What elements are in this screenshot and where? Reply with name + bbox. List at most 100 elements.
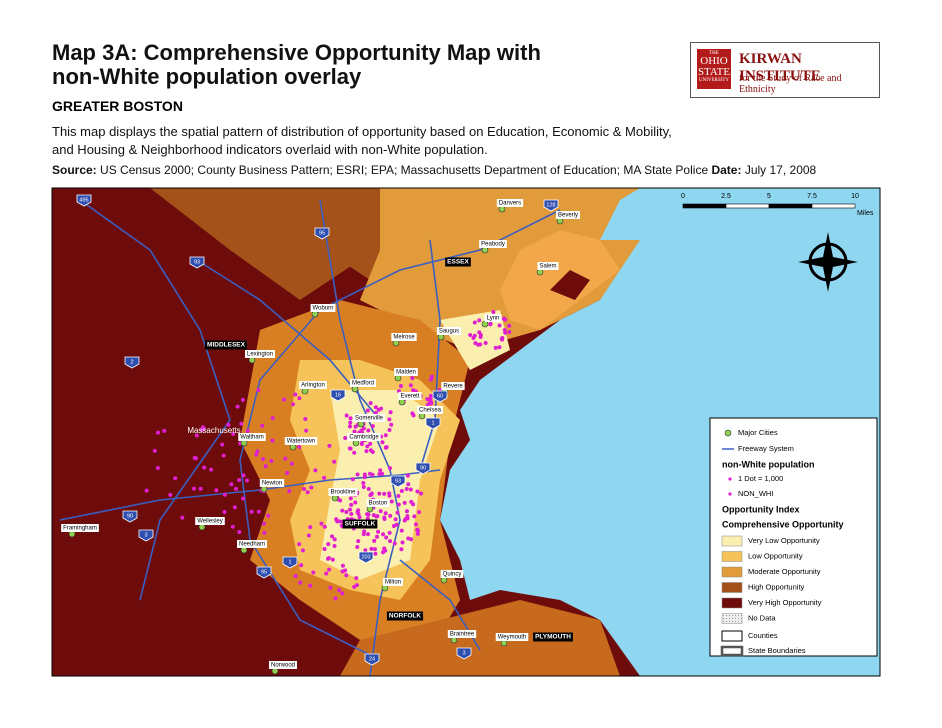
dot [399, 488, 404, 493]
dot [389, 422, 394, 427]
dot [402, 500, 407, 505]
city-label: Malden [396, 370, 416, 376]
dot [344, 573, 349, 578]
dot [304, 428, 309, 433]
city-label: Salem [539, 264, 556, 270]
dot [287, 489, 292, 494]
high [340, 600, 620, 676]
dot [220, 442, 225, 447]
label-box [537, 262, 559, 270]
legend-text: Freeway System [738, 444, 794, 453]
north-arrow [798, 232, 858, 292]
dot [285, 470, 290, 475]
dot [340, 508, 345, 513]
scale-tick: 10 [851, 193, 859, 200]
dot [471, 335, 476, 340]
route-label: 93 [395, 478, 401, 484]
dot [144, 488, 149, 493]
dot [362, 472, 367, 477]
legend-text: Opportunity Index [722, 504, 800, 514]
dot [472, 320, 477, 325]
dot [244, 478, 249, 483]
dot [388, 513, 393, 518]
dot [262, 530, 267, 535]
dot [359, 428, 364, 433]
dot [270, 416, 275, 421]
dot [409, 499, 414, 504]
city-label: Arlington [301, 383, 325, 389]
legend-text: No Data [748, 613, 776, 622]
dot [507, 323, 512, 328]
dot [365, 516, 370, 521]
dot [417, 510, 422, 515]
dot [322, 546, 327, 551]
dot [332, 544, 337, 549]
dot [373, 551, 378, 556]
route-shield [189, 256, 205, 269]
dot [383, 511, 388, 516]
label-box [310, 304, 336, 312]
freeway [79, 199, 231, 601]
label-box [391, 333, 417, 341]
dot [503, 330, 508, 335]
dot [332, 537, 337, 542]
dot [297, 445, 302, 450]
dot [396, 502, 401, 507]
dot [419, 491, 424, 496]
dot [387, 466, 392, 471]
dot [326, 556, 331, 561]
label-box [484, 314, 502, 322]
route-shield [432, 390, 448, 403]
dot [392, 541, 397, 546]
dot [308, 525, 313, 530]
dot [311, 570, 316, 575]
dot [355, 472, 360, 477]
dot [239, 421, 244, 426]
city-label: Newton [262, 481, 282, 487]
legend-city [724, 429, 732, 437]
dot [324, 571, 329, 576]
label-box [479, 240, 507, 248]
dot [363, 548, 368, 553]
county-label: SUFFOLK [345, 521, 376, 528]
dot [343, 436, 348, 441]
dot [382, 546, 387, 551]
route-label: 60 [437, 393, 443, 399]
very-high [550, 270, 590, 300]
legend-text: NON_WHI [738, 489, 773, 498]
dot [429, 377, 434, 382]
dot [313, 468, 318, 473]
dot [387, 417, 392, 422]
city-label: Waltham [240, 435, 263, 441]
description: This map displays the spatial pattern of… [52, 124, 672, 139]
dot [281, 397, 286, 402]
label-box [398, 392, 422, 400]
dot [355, 510, 360, 515]
legend-text: Comprehensive Opportunity [722, 519, 844, 529]
dot [232, 505, 237, 510]
freeway [419, 239, 441, 471]
legend-text: Moderate Opportunity [748, 567, 821, 576]
dot [388, 539, 393, 544]
city-label: Somerville [355, 416, 384, 422]
moderate [360, 188, 640, 350]
scale-tick: 7.5 [807, 193, 817, 200]
city-label: Needham [239, 542, 265, 548]
dot [319, 521, 324, 526]
city-label: Chelsea [419, 408, 442, 414]
dot [234, 486, 239, 491]
dot [377, 471, 382, 476]
dot [333, 596, 338, 601]
label-box [195, 517, 225, 525]
dot [348, 416, 353, 421]
city-label: Cambridge [349, 435, 379, 441]
route-shield [314, 227, 330, 240]
dot [194, 456, 199, 461]
dot [332, 459, 337, 464]
scale-tick: 0 [681, 193, 685, 200]
dot [395, 510, 400, 515]
dot [400, 540, 405, 545]
dot [366, 512, 371, 517]
